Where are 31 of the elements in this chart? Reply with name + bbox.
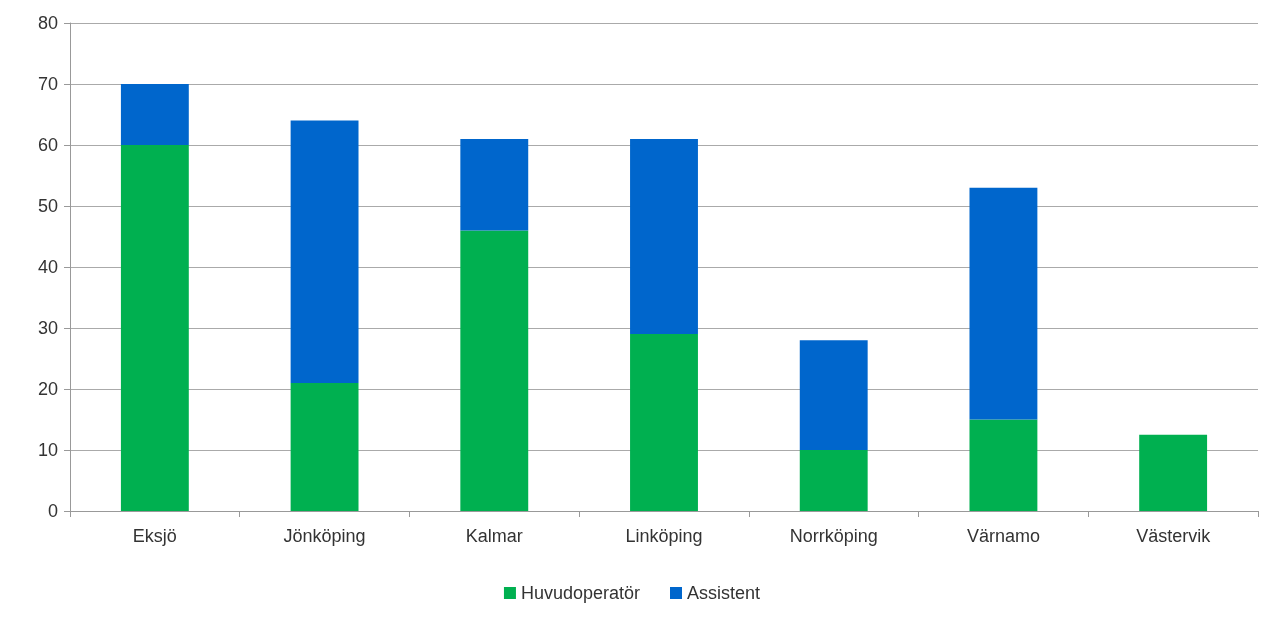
- y-tick-label: 0: [47, 501, 58, 521]
- x-tick-label: Eksjö: [132, 526, 177, 546]
- y-tick-label: 30: [37, 318, 58, 338]
- bar: [120, 145, 189, 511]
- x-tick-label: Värnamo: [966, 526, 1040, 546]
- bar: [120, 84, 189, 145]
- bar: [799, 340, 868, 450]
- y-tick-label: 80: [37, 13, 58, 33]
- legend-label: Huvudoperatör: [520, 583, 641, 603]
- bar: [799, 450, 868, 511]
- y-tick-label: 10: [37, 440, 58, 460]
- bar: [969, 419, 1038, 511]
- bar: [290, 382, 359, 511]
- y-tick-label: 60: [37, 135, 58, 155]
- y-tick-label: 50: [37, 196, 58, 216]
- x-tick-label: Västervik: [1136, 526, 1212, 546]
- bar: [290, 120, 359, 383]
- bar: [969, 187, 1038, 420]
- bar: [630, 138, 698, 335]
- bar: [460, 230, 529, 511]
- y-tick-label: 40: [37, 257, 58, 277]
- bar: [630, 334, 698, 511]
- x-tick-label: Jönköping: [283, 526, 366, 546]
- bar: [460, 138, 529, 231]
- legend-label: Assistent: [687, 583, 761, 603]
- y-tick-label: 70: [37, 74, 58, 94]
- y-tick-label: 20: [37, 379, 58, 399]
- x-tick-label: Norrköping: [789, 526, 878, 546]
- x-tick-label: Kalmar: [465, 526, 523, 546]
- bar: [1139, 434, 1208, 511]
- x-tick-label: Linköping: [625, 526, 703, 546]
